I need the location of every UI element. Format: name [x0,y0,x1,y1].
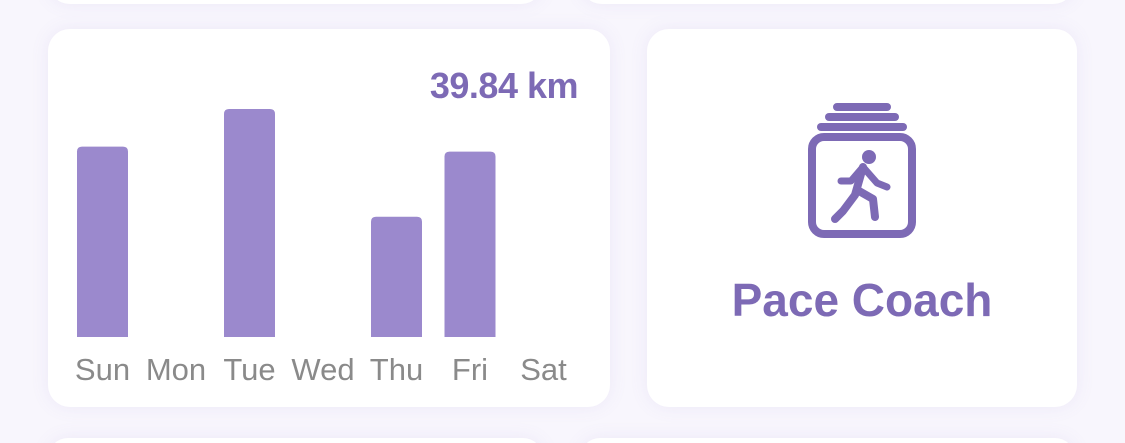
bar-thu [371,216,422,337]
partial-card-bottom-left[interactable] [48,438,543,443]
day-label-tue: Tue [223,352,275,387]
partial-card-top-left[interactable] [48,0,543,4]
weekly-distance-card[interactable]: 39.84 km Sun Mon Tue Wed Thu Fri Sat [48,29,610,407]
day-label-mon: Mon [146,352,206,387]
pace-coach-label: Pace Coach [731,274,993,326]
day-label-fri: Fri [452,352,488,387]
weekly-total-distance: 39.84 km [429,65,579,106]
weekly-distance-chart: Sun Mon Tue Wed Thu Fri Sat [75,109,567,387]
bar-tue [224,109,275,337]
bar-sun [77,146,128,337]
day-label-thu: Thu [370,352,423,387]
bar-fri [444,151,496,337]
partial-card-bottom-right[interactable] [580,438,1075,443]
day-label-wed: Wed [291,352,354,387]
day-label-sat: Sat [520,352,567,387]
running-figure-stack-icon [808,103,916,238]
partial-card-top-right[interactable] [580,0,1075,4]
day-label-sun: Sun [75,352,130,387]
pace-coach-button[interactable]: Pace Coach [647,29,1077,407]
